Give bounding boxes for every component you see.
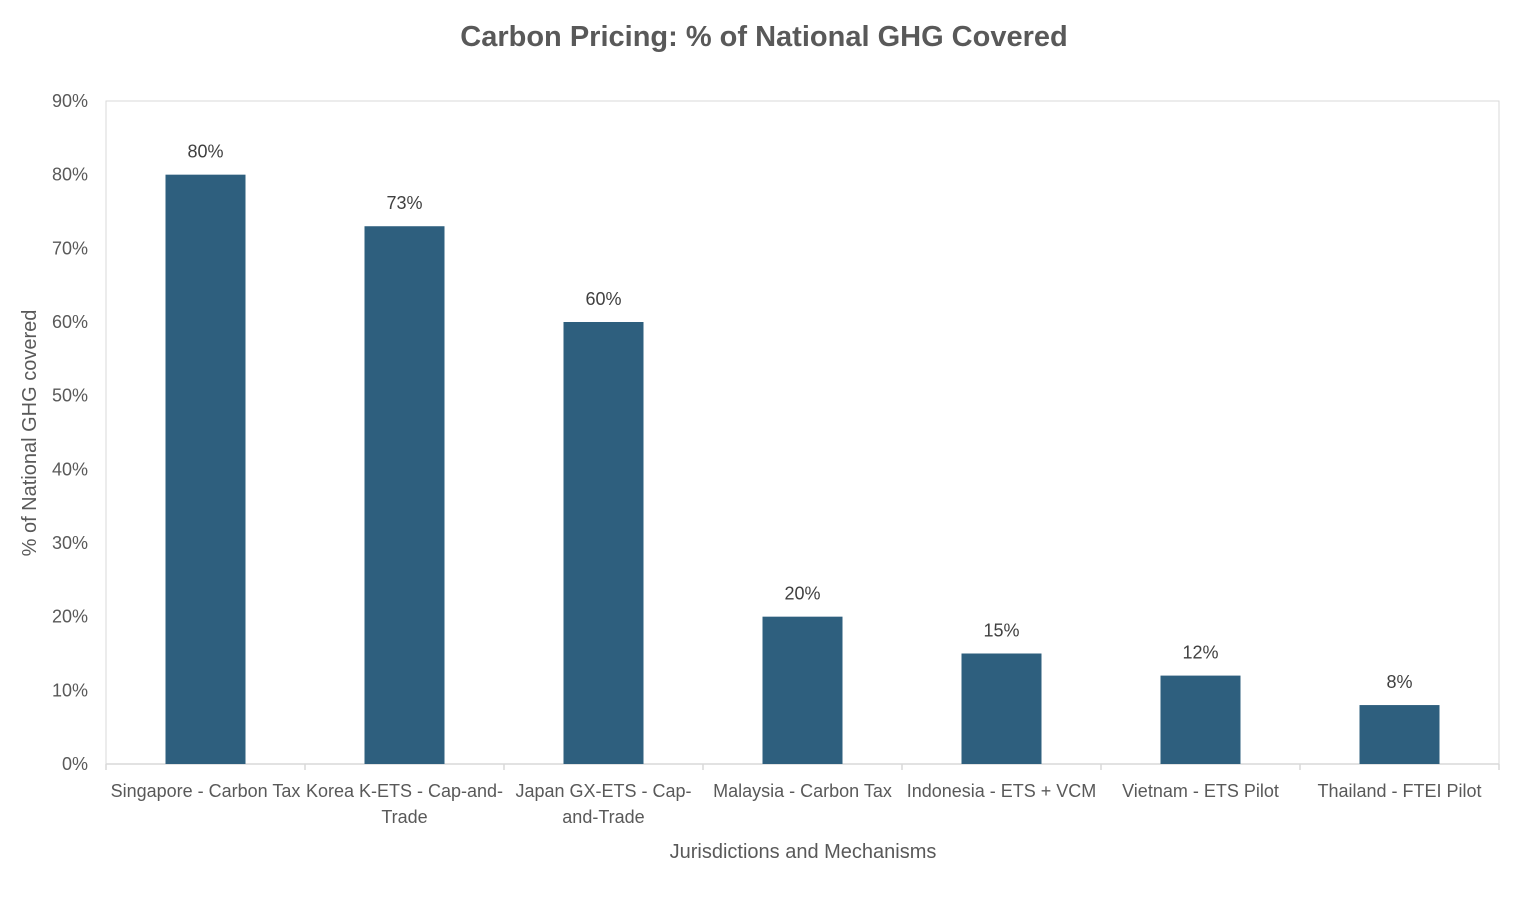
bar bbox=[563, 322, 644, 764]
data-label: 60% bbox=[585, 289, 621, 309]
x-axis-title: Jurisdictions and Mechanisms bbox=[670, 841, 937, 863]
bar bbox=[1359, 705, 1440, 764]
y-axis-title: % of National GHG covered bbox=[19, 310, 41, 557]
bar bbox=[1160, 675, 1241, 764]
bar bbox=[762, 616, 843, 764]
y-tick-label: 20% bbox=[52, 607, 88, 627]
data-label: 80% bbox=[187, 142, 223, 162]
y-tick-label: 0% bbox=[62, 754, 88, 774]
data-label: 12% bbox=[1182, 643, 1218, 663]
y-tick-label: 50% bbox=[52, 386, 88, 406]
category-label: Indonesia - ETS + VCM bbox=[907, 781, 1097, 801]
y-axis: 0% 10% 20% 30% 40% 50% 60% 70% 80% 90% bbox=[52, 91, 88, 774]
bar bbox=[364, 226, 445, 764]
chart-title: Carbon Pricing: % of National GHG Covere… bbox=[460, 21, 1067, 53]
category-label: Vietnam - ETS Pilot bbox=[1122, 781, 1279, 801]
category-label: Singapore - Carbon Tax bbox=[111, 781, 301, 801]
bar bbox=[165, 174, 246, 764]
category-label: Korea K-ETS - Cap-and-Trade bbox=[306, 781, 503, 827]
x-axis bbox=[105, 763, 1500, 770]
bar bbox=[961, 653, 1042, 764]
data-label: 73% bbox=[386, 193, 422, 213]
category-label: Thailand - FTEI Pilot bbox=[1317, 781, 1481, 801]
category-label: Japan GX-ETS - Cap-and-Trade bbox=[515, 781, 691, 827]
category-labels: Singapore - Carbon Tax Korea K-ETS - Cap-… bbox=[111, 781, 1482, 827]
y-tick-label: 90% bbox=[52, 91, 88, 111]
data-label: 8% bbox=[1386, 672, 1412, 692]
bar-series bbox=[165, 174, 1440, 764]
y-tick-label: 10% bbox=[52, 680, 88, 700]
y-tick-label: 40% bbox=[52, 459, 88, 479]
data-label: 20% bbox=[784, 584, 820, 604]
y-tick-label: 60% bbox=[52, 312, 88, 332]
y-tick-label: 80% bbox=[52, 165, 88, 185]
y-tick-label: 30% bbox=[52, 533, 88, 553]
category-label: Malaysia - Carbon Tax bbox=[713, 781, 892, 801]
data-labels: 80% 73% 60% 20% 15% 12% 8% bbox=[187, 142, 1412, 692]
data-label: 15% bbox=[983, 621, 1019, 641]
y-tick-label: 70% bbox=[52, 238, 88, 258]
